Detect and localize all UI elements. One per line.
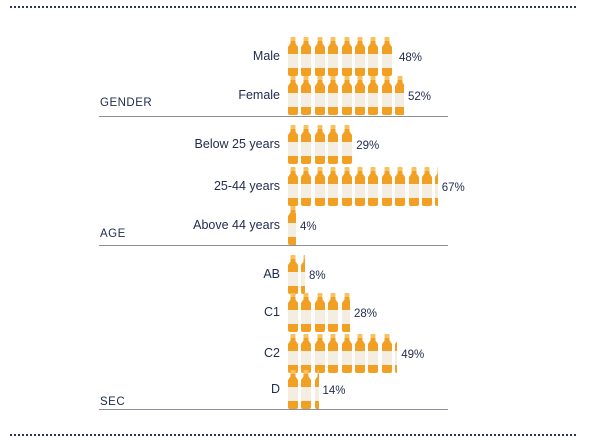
bottle-icon bbox=[434, 167, 438, 206]
bottle-bar bbox=[287, 37, 395, 76]
bottle-icon bbox=[314, 370, 319, 409]
bottle-bar bbox=[287, 167, 438, 206]
bottle-icon bbox=[314, 37, 326, 76]
bottle-bar bbox=[287, 125, 352, 164]
value-label: 14% bbox=[322, 385, 346, 397]
bottle-icon bbox=[341, 167, 353, 206]
bottle-icon bbox=[341, 125, 353, 164]
row-label: Female bbox=[238, 88, 280, 102]
row-label: D bbox=[270, 382, 280, 396]
row-label: AB bbox=[263, 267, 280, 281]
bottle-icon bbox=[314, 125, 326, 164]
bottle-icon bbox=[341, 37, 353, 76]
value-label: 52% bbox=[408, 91, 432, 103]
bottle-icon bbox=[354, 37, 366, 76]
row-label: C1 bbox=[264, 305, 280, 319]
bottle-icon bbox=[287, 206, 296, 245]
value-label: 28% bbox=[354, 308, 378, 320]
bottle-icon bbox=[394, 334, 398, 373]
row-label: Male bbox=[252, 49, 280, 63]
bottle-icon bbox=[287, 255, 299, 294]
bottle-icon bbox=[354, 76, 366, 115]
bottle-icon bbox=[327, 293, 339, 332]
bottle-icon bbox=[287, 125, 299, 164]
bottle-icon bbox=[394, 76, 404, 115]
group-label-sec: SEC bbox=[100, 396, 126, 408]
bottle-icon bbox=[367, 334, 379, 373]
group-separator-gender bbox=[99, 116, 448, 117]
bottle-icon bbox=[287, 37, 299, 76]
bottle-icon bbox=[341, 334, 353, 373]
bottle-icon bbox=[300, 37, 312, 76]
bottle-icon bbox=[314, 293, 326, 332]
bottle-bar bbox=[287, 255, 305, 294]
row-label: Above 44 years bbox=[193, 218, 280, 232]
bottle-icon bbox=[300, 293, 312, 332]
bottle-icon bbox=[421, 167, 433, 206]
bottle-icon bbox=[300, 125, 312, 164]
bottle-icon bbox=[300, 334, 312, 373]
value-label: 48% bbox=[399, 52, 423, 64]
bottle-icon bbox=[314, 334, 326, 373]
bottle-icon bbox=[327, 167, 339, 206]
bottle-icon bbox=[341, 76, 353, 115]
bottle-icon bbox=[327, 76, 339, 115]
bottle-icon bbox=[394, 167, 406, 206]
bottle-icon bbox=[300, 167, 312, 206]
row-label: C2 bbox=[264, 346, 280, 360]
bottle-icon bbox=[367, 76, 379, 115]
bottle-icon bbox=[300, 370, 312, 409]
row-label: Below 25 years bbox=[194, 137, 280, 151]
bottle-icon bbox=[381, 334, 393, 373]
bottle-icon bbox=[300, 255, 305, 294]
bottle-icon bbox=[381, 76, 393, 115]
bottle-icon bbox=[408, 167, 420, 206]
bottle-icon bbox=[367, 167, 379, 206]
bottle-bar bbox=[287, 76, 404, 115]
bottle-icon bbox=[327, 334, 339, 373]
bottle-icon bbox=[394, 37, 395, 76]
bottle-icon bbox=[341, 293, 350, 332]
bottle-icon bbox=[354, 167, 366, 206]
group-separator-age bbox=[99, 245, 448, 246]
bottle-icon bbox=[314, 167, 326, 206]
bottle-icon bbox=[287, 76, 299, 115]
bottle-icon bbox=[327, 37, 339, 76]
top-dotted-rule bbox=[10, 6, 576, 8]
value-label: 8% bbox=[309, 270, 326, 282]
group-label-gender: GENDER bbox=[100, 97, 153, 109]
bottle-icon bbox=[354, 334, 366, 373]
bottle-icon bbox=[300, 76, 312, 115]
bottle-bar bbox=[287, 293, 350, 332]
bottle-icon bbox=[287, 167, 299, 206]
bottle-icon bbox=[287, 334, 299, 373]
group-separator-sec bbox=[99, 409, 448, 410]
value-label: 49% bbox=[401, 349, 425, 361]
group-label-age: AGE bbox=[100, 228, 126, 240]
bottle-bar bbox=[287, 334, 398, 373]
bottle-icon bbox=[367, 37, 379, 76]
value-label: 4% bbox=[300, 221, 317, 233]
bottom-dotted-rule bbox=[10, 434, 576, 436]
value-label: 29% bbox=[356, 140, 380, 152]
value-label: 67% bbox=[441, 182, 465, 194]
row-label: 25-44 years bbox=[213, 179, 280, 193]
bottle-icon bbox=[381, 167, 393, 206]
bottle-icon bbox=[314, 76, 326, 115]
bottle-icon bbox=[327, 125, 339, 164]
bottle-icon bbox=[287, 293, 299, 332]
bottle-bar bbox=[287, 206, 296, 245]
bottle-icon bbox=[287, 370, 299, 409]
bottle-icon bbox=[381, 37, 393, 76]
bottle-bar bbox=[287, 370, 319, 409]
